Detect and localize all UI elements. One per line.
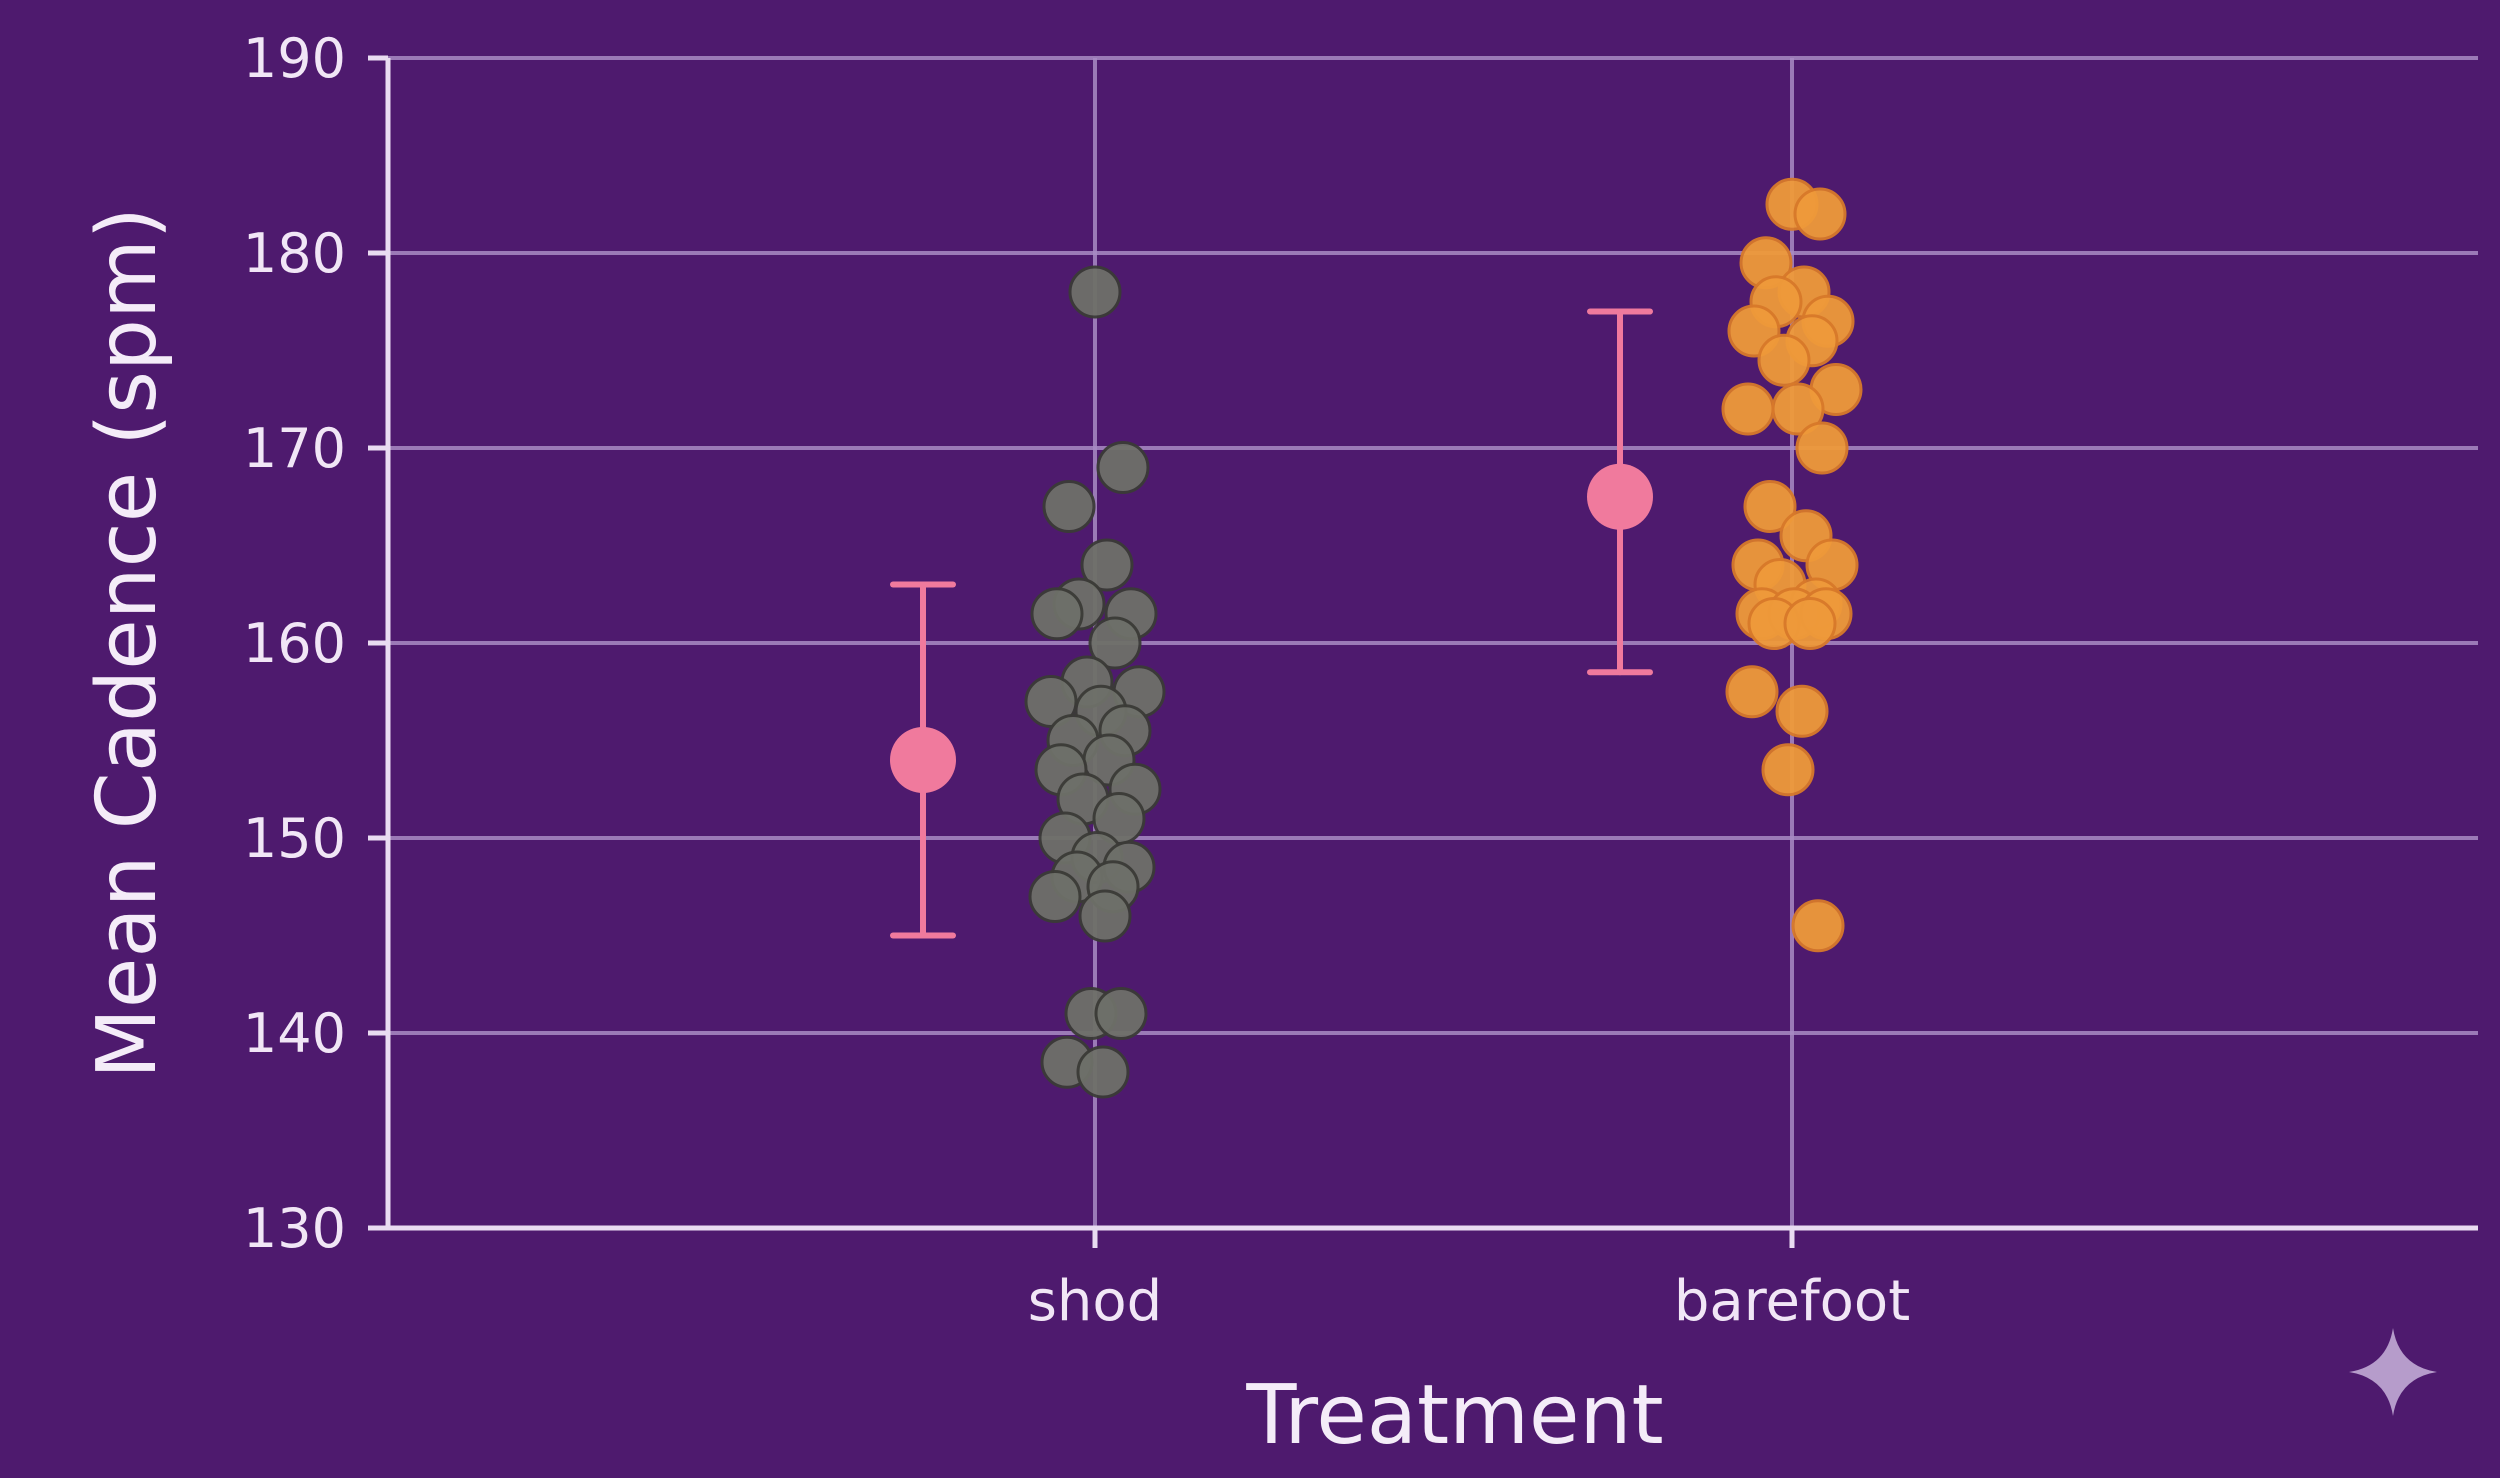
data-point-shod <box>1028 870 1082 923</box>
data-point-shod <box>1080 538 1134 592</box>
data-point-barefoot <box>1795 421 1849 475</box>
mean-error-bars <box>890 308 1653 939</box>
data-point-barefoot <box>1771 382 1825 436</box>
mean-marker-barefoot <box>1587 463 1653 530</box>
data-point-barefoot <box>1725 665 1779 719</box>
data-point-shod <box>1088 616 1142 670</box>
y-tick-label: 140 <box>243 1002 346 1065</box>
y-axis-title: Mean Cadence (spm) <box>80 207 175 1079</box>
data-point-shod <box>1042 480 1096 533</box>
x-tick-label: barefoot <box>1674 1269 1910 1334</box>
data-point-shod <box>1068 265 1122 319</box>
data-point-barefoot <box>1793 187 1847 241</box>
data-point-shod <box>1094 987 1148 1040</box>
data-point-shod <box>1078 889 1132 943</box>
y-tick-label: 130 <box>243 1197 346 1260</box>
y-tick-label: 170 <box>243 417 346 480</box>
x-tick-label: shod <box>1028 1269 1162 1334</box>
y-tick-label: 180 <box>243 222 346 285</box>
data-point-shod <box>1096 441 1150 494</box>
data-points <box>1024 177 1863 1099</box>
data-point-barefoot <box>1783 597 1837 650</box>
y-tick-label: 160 <box>243 612 346 675</box>
data-point-barefoot <box>1743 480 1797 533</box>
data-point-barefoot <box>1721 382 1775 436</box>
data-point-barefoot <box>1757 333 1811 387</box>
data-point-barefoot <box>1791 899 1845 953</box>
mean-marker-shod <box>890 727 956 793</box>
data-point-shod <box>1030 587 1084 641</box>
x-axis-title: Treatment <box>1245 1368 1663 1463</box>
data-point-barefoot <box>1775 684 1829 738</box>
y-tick-label: 190 <box>243 27 346 90</box>
data-point-barefoot <box>1761 743 1815 797</box>
sparkle-icon <box>2349 1328 2437 1416</box>
x-tick-labels: shod barefoot <box>1028 1269 1910 1334</box>
y-tick-label: 150 <box>243 807 346 870</box>
data-point-shod <box>1076 1045 1130 1099</box>
y-tick-labels: 130 140 150 160 170 180 190 <box>243 27 346 1260</box>
